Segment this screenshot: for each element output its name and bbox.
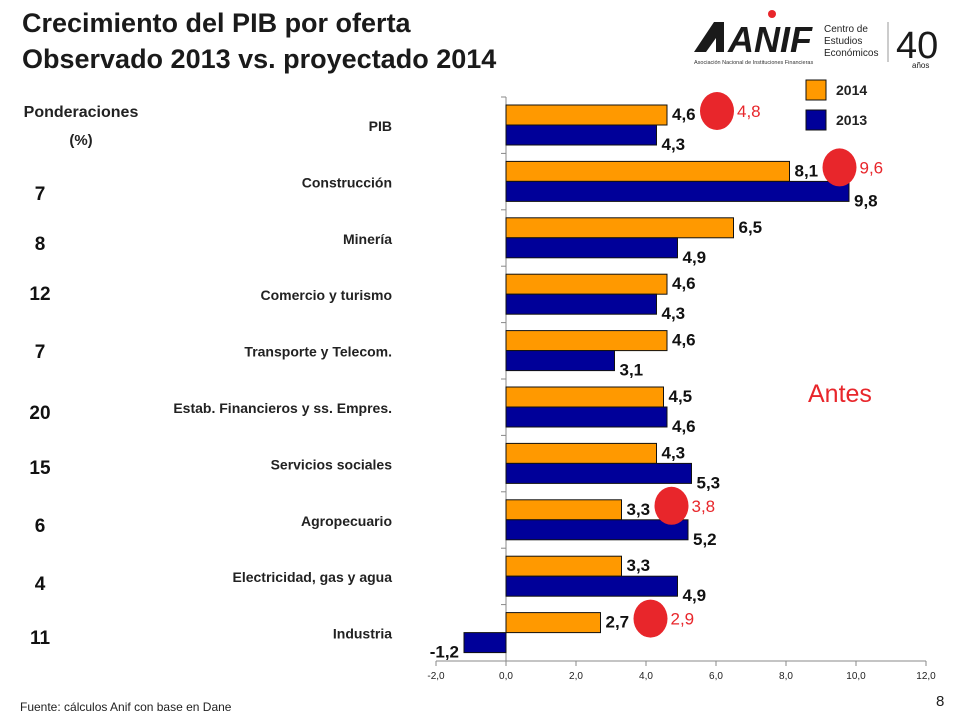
logo-dot-icon [768, 10, 776, 18]
data-label-2013: 4,6 [672, 417, 696, 436]
data-label-2013: 9,8 [854, 191, 878, 210]
logo-brand: ANIF [727, 19, 813, 60]
x-tick-label: 4,0 [639, 671, 653, 682]
category-label: Comercio y turismo [261, 287, 392, 303]
page-number: 8 [936, 693, 945, 710]
bar-2014 [505, 386, 664, 408]
weights-unit: (%) [69, 132, 93, 149]
data-label-2013: 4,3 [662, 304, 686, 323]
logo-center-3: Económicos [824, 48, 878, 59]
previous-forecast-label: 9,6 [860, 158, 884, 177]
data-label-2013: 3,1 [620, 361, 644, 380]
data-label-2014: 8,1 [795, 161, 819, 180]
category-label: PIB [369, 118, 392, 134]
category-label: Industria [333, 626, 392, 642]
bar-2014 [505, 442, 657, 464]
x-tick-label: 6,0 [709, 671, 723, 682]
bar-2013 [505, 293, 657, 315]
weight-agropecuario: 6 [34, 516, 46, 537]
category-label: Agropecuario [301, 513, 392, 529]
data-label-2013: 4,3 [662, 135, 686, 154]
previous-forecast-marker [633, 599, 668, 638]
previous-forecast-marker [654, 486, 689, 525]
bar-2014 [505, 273, 668, 295]
data-label-2013: -1,2 [430, 643, 459, 662]
legend-swatch-2014 [805, 79, 827, 101]
bar-2013 [505, 237, 678, 259]
data-label-2014: 4,5 [669, 387, 693, 406]
data-label-2014: 4,3 [662, 443, 686, 462]
data-label-2014: 4,6 [672, 105, 696, 124]
x-tick-label: 10,0 [846, 671, 866, 682]
bar-2014 [505, 555, 622, 577]
category-label: Electricidad, gas y agua [232, 569, 392, 585]
category-label: Transporte y Telecom. [244, 344, 392, 360]
bar-2014 [505, 160, 790, 182]
previous-forecast-marker [700, 92, 734, 130]
weight-transporte: 7 [34, 342, 46, 363]
bar-2013 [463, 632, 507, 654]
x-tick-label: 2,0 [569, 671, 583, 682]
data-label-2014: 4,6 [672, 331, 696, 350]
antes-annotation: Antes [808, 380, 872, 408]
bar-2014 [505, 330, 668, 352]
x-tick-label: 0,0 [499, 671, 513, 682]
data-label-2014: 2,7 [606, 613, 630, 632]
weight-construccion: 7 [34, 184, 46, 205]
category-label: Servicios sociales [271, 456, 393, 472]
category-label: Construcción [302, 174, 392, 190]
anif-logo-graphic: ANIF Asociación Nacional de Institucione… [694, 10, 938, 70]
weight-industria: 11 [29, 628, 51, 649]
weights-header: Ponderaciones [23, 104, 139, 121]
bar-2013 [505, 462, 692, 484]
bar-2014 [505, 217, 734, 239]
data-label-2014: 3,3 [627, 500, 651, 519]
x-tick-label: 8,0 [779, 671, 793, 682]
bar-2013 [505, 180, 850, 202]
bar-2014 [505, 104, 668, 126]
data-label-2014: 3,3 [627, 556, 651, 575]
chart-title-line1: Crecimiento del PIB por oferta [22, 8, 411, 38]
bar-2013 [505, 519, 689, 541]
bar-2013 [505, 575, 678, 597]
data-label-2014: 6,5 [739, 218, 763, 237]
weight-comercio: 12 [29, 284, 51, 305]
bar-2014 [505, 612, 601, 634]
category-label: Estab. Financieros y ss. Empres. [173, 400, 392, 416]
anif-logo: ANIF Asociación Nacional de Institucione… [690, 8, 955, 70]
data-label-2013: 4,9 [683, 586, 707, 605]
bar-2014 [505, 499, 622, 521]
data-label-2013: 5,3 [697, 473, 721, 492]
logo-anniversary: 40 [896, 25, 938, 67]
logo-center-2: Estudios [824, 36, 862, 47]
weight-mineria: 8 [34, 234, 46, 255]
x-tick-label: -2,0 [427, 671, 445, 682]
logo-center-1: Centro de [824, 24, 868, 35]
previous-forecast-label: 2,9 [671, 610, 695, 629]
weight-electricidad: 4 [34, 574, 46, 595]
bar-2013 [505, 406, 668, 428]
logo-anniversary-sub: años [912, 61, 929, 70]
previous-forecast-label: 4,8 [737, 102, 761, 121]
category-label: Minería [343, 231, 392, 247]
logo-subtitle: Asociación Nacional de Instituciones Fin… [694, 60, 813, 66]
weight-servicios: 15 [29, 458, 51, 479]
chart-title-line2: Observado 2013 vs. proyectado 2014 [22, 44, 497, 74]
legend-label-2013: 2013 [836, 112, 867, 128]
data-label-2013: 4,9 [683, 248, 707, 267]
source-note: Fuente: cálculos Anif con base en Dane [20, 700, 232, 714]
x-tick-label: 12,0 [916, 671, 936, 682]
data-label-2013: 5,2 [693, 530, 717, 549]
previous-forecast-label: 3,8 [692, 497, 716, 516]
legend-swatch-2013 [805, 109, 827, 131]
data-label-2014: 4,6 [672, 274, 696, 293]
weight-financieros: 20 [29, 403, 51, 424]
bar-2013 [505, 350, 615, 372]
bar-2013 [505, 124, 657, 146]
previous-forecast-marker [822, 148, 857, 187]
legend-label-2014: 2014 [836, 82, 867, 98]
